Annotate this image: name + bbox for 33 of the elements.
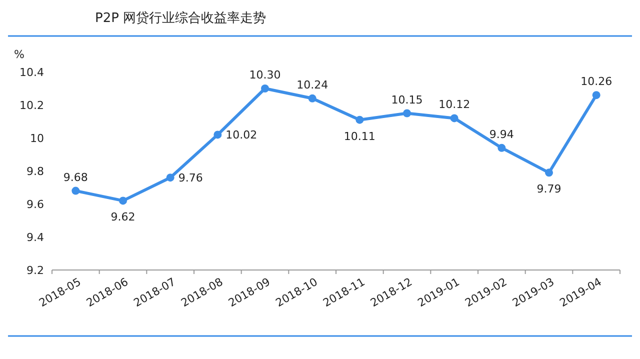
data-label: 9.76 [178,172,203,185]
chart-title: P2P 网贷行业综合收益率走势 [95,10,266,26]
y-tick-label: 9.8 [26,165,44,178]
data-label: 9.62 [110,210,136,224]
y-tick-label: 10.4 [20,66,44,79]
point [119,196,127,205]
data-label: 10.15 [391,93,423,106]
point [166,174,174,182]
data-label: 9.68 [63,170,88,184]
y-tick-label: 10 [30,132,44,145]
y-tick-label: 9.6 [26,198,44,211]
point [592,91,600,100]
y-axis-title: % [14,48,24,61]
data-label: 10.24 [296,78,328,92]
point [403,109,411,118]
data-label: 10.30 [249,68,281,82]
data-label: 10.02 [226,128,258,142]
data-label: 9.94 [489,128,514,141]
point [356,116,364,124]
y-tick-label: 9.2 [26,264,44,277]
point [261,84,269,92]
point [545,168,553,177]
data-label: 10.11 [344,130,376,143]
data-label: 9.79 [536,182,562,196]
point [450,114,458,122]
data-label: 10.12 [438,98,470,112]
point [498,144,506,152]
y-tick-label: 9.4 [26,231,44,244]
point [214,130,222,139]
point [308,94,316,102]
y-tick-label: 10.2 [20,99,44,112]
point [72,186,80,195]
data-label: 10.26 [580,75,612,88]
